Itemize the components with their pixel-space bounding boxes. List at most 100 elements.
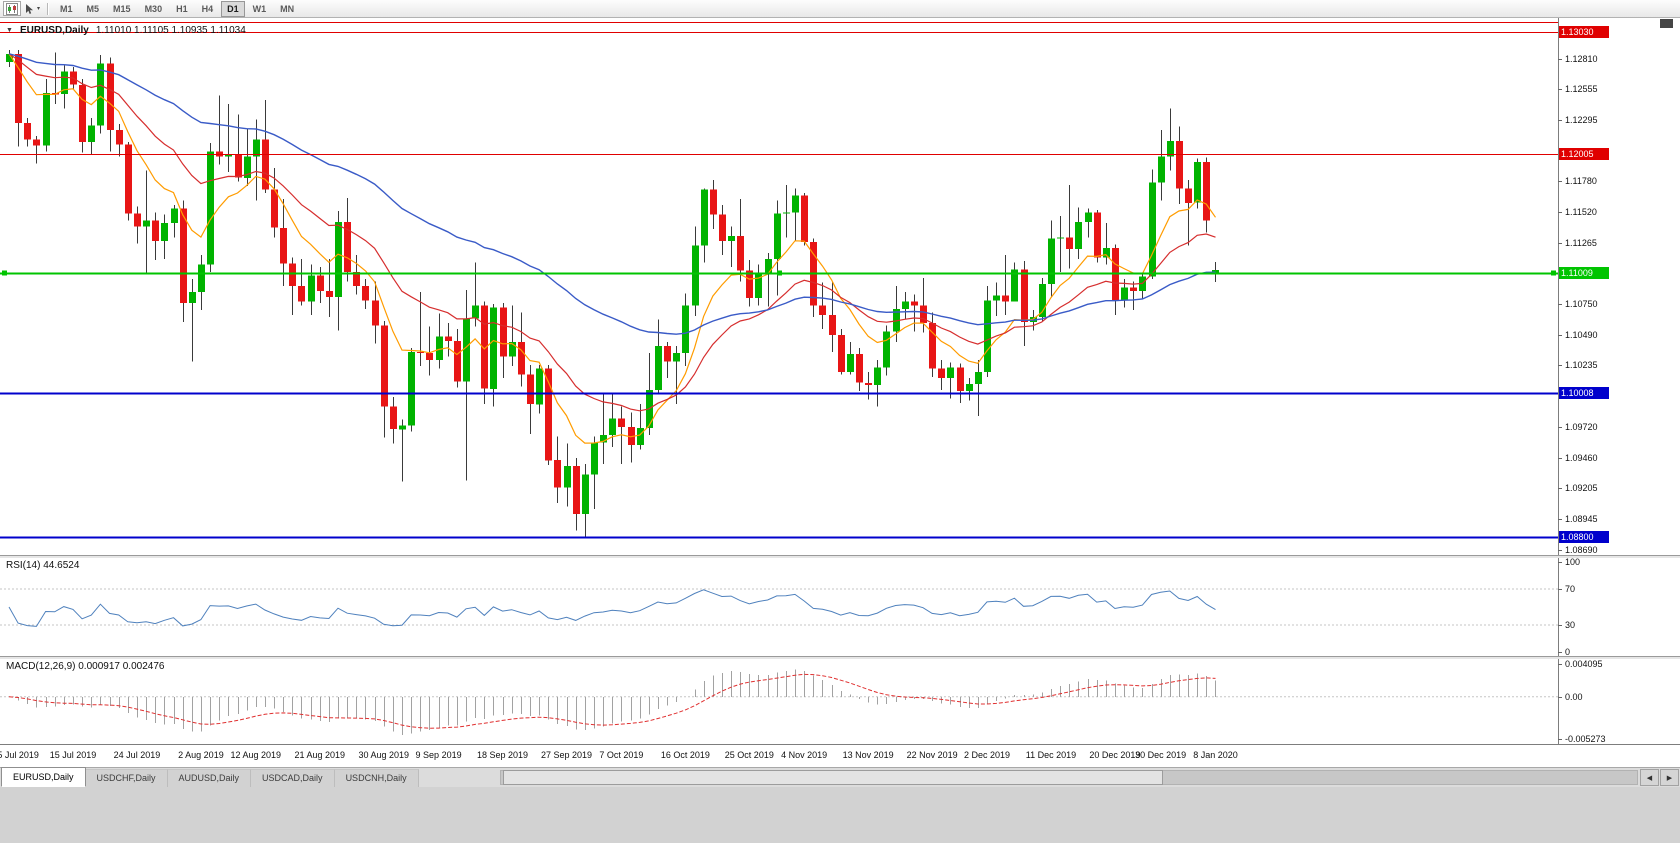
- price-axis-label: 1.09720: [1565, 421, 1598, 432]
- timeframe-button-mn[interactable]: MN: [280, 3, 295, 14]
- scroll-left-icon: ◀: [1646, 774, 1653, 782]
- time-axis[interactable]: 5 Jul 2019 15 Jul 2019 24 Jul 2019 2 Aug 20…: [0, 745, 1680, 767]
- cursor-tool-button[interactable]: ▾: [22, 1, 42, 16]
- price-axis-border: [1558, 18, 1559, 744]
- chart-tab-usdchf[interactable]: USDCHF,Daily: [85, 769, 168, 787]
- chart-tab-usdcnh[interactable]: USDCNH,Daily: [334, 769, 419, 787]
- line-handle: [777, 270, 782, 276]
- chart-tabbar: EURUSD,Daily USDCHF,Daily AUDUSD,Daily USDC…: [0, 767, 1680, 787]
- scroll-right-icon: ▶: [1666, 774, 1673, 782]
- chart-window-icon-button[interactable]: [3, 1, 21, 16]
- timeframe-button-m15[interactable]: M15: [113, 3, 131, 14]
- cursor-icon: [26, 3, 33, 14]
- price-axis-label: 1.10750: [1565, 299, 1598, 310]
- rsi-axis-label: 100: [1565, 557, 1581, 567]
- ma-fast: [8, 53, 1216, 444]
- macd-axis-label: 0.00: [1565, 691, 1583, 702]
- chart-tab-eurusd[interactable]: EURUSD,Daily: [1, 767, 86, 787]
- timeframe-button-h4[interactable]: H4: [201, 3, 214, 14]
- price-axis-label: 1.09205: [1565, 483, 1598, 494]
- candlestick-chart-icon: [6, 2, 18, 15]
- price-badge: 1.13030: [1559, 26, 1609, 39]
- chart-tabs: EURUSD,Daily USDCHF,Daily AUDUSD,Daily USDC…: [1, 767, 419, 787]
- rsi-line: [8, 589, 1216, 627]
- toolbar: ▾ M1 M5 M15 M30 H1 H4 D1 W1 MN: [0, 0, 1680, 18]
- price-badge: 1.12005: [1559, 148, 1609, 161]
- timeframe-button-m1[interactable]: M1: [60, 3, 73, 14]
- rsi-axis-label: 30: [1565, 620, 1576, 630]
- price-axis-label: 1.12295: [1565, 114, 1598, 125]
- rsi-indicator-pane[interactable]: [0, 558, 1558, 656]
- date-axis-label: 7 Oct 2019: [599, 750, 644, 760]
- timeframe-button-m30[interactable]: M30: [144, 3, 163, 14]
- date-axis-label: 21 Aug 2019: [294, 750, 346, 760]
- macd-histogram: [18, 669, 1216, 735]
- date-axis-label: 25 Oct 2019: [724, 750, 774, 760]
- dropdown-arrow-icon: ▾: [37, 6, 41, 12]
- chart-tab-audusd[interactable]: AUDUSD,Daily: [167, 769, 252, 787]
- date-axis-label: 20 Dec 2019: [1089, 750, 1141, 760]
- macd-axis-label: 0.004095: [1565, 659, 1603, 669]
- rsi-axis-label: 70: [1565, 584, 1576, 594]
- price-chart-pane[interactable]: [0, 18, 1558, 555]
- moving-average-lines: [8, 53, 1216, 444]
- line-handle: [2, 270, 7, 276]
- tab-scroll-right-button[interactable]: ▶: [1660, 769, 1679, 786]
- date-axis-label: 2 Aug 2019: [178, 750, 224, 760]
- date-axis-label: 27 Sep 2019: [541, 750, 593, 760]
- date-axis-label: 12 Aug 2019: [230, 750, 282, 760]
- chart-ohlc-header: ▼ EURUSD,Daily 1.11010 1.11105 1.10935 1…: [6, 25, 246, 36]
- axis-corner-marker: [1660, 19, 1673, 28]
- timeframe-button-w1[interactable]: W1: [252, 3, 267, 14]
- macd-signal-line: [8, 673, 1216, 729]
- date-axis-label: 2 Dec 2019: [963, 750, 1010, 760]
- timeframe-buttons-group: M1 M5 M15 M30 H1 H4 D1 W1 MN: [53, 0, 301, 17]
- macd-axis-label: -0.005273: [1565, 734, 1606, 744]
- date-axis-label: 4 Nov 2019: [781, 750, 828, 760]
- date-axis-label: 5 Jul 2019: [0, 750, 39, 760]
- date-axis-label: 18 Sep 2019: [477, 750, 529, 760]
- macd-indicator-pane[interactable]: [0, 659, 1558, 744]
- price-badge: 1.08800: [1559, 530, 1609, 543]
- toolbar-separator: [47, 2, 49, 15]
- price-badge: 1.10008: [1559, 386, 1609, 399]
- timeframe-button-d1[interactable]: D1: [221, 0, 245, 17]
- one-click-trading-toggle[interactable]: ▼: [6, 27, 13, 34]
- price-axis-label: 1.08690: [1565, 544, 1598, 555]
- pane-splitter[interactable]: [0, 656, 1680, 659]
- date-axis-label: 13 Nov 2019: [842, 750, 894, 760]
- tabbar-scrollbar-thumb[interactable]: [503, 770, 1163, 785]
- ma-medium: [8, 53, 1216, 412]
- price-axis-label: 1.11265: [1565, 237, 1597, 248]
- status-area: [0, 787, 1680, 843]
- date-axis-label: 30 Aug 2019: [358, 750, 410, 760]
- chart-symbol-label: EURUSD,Daily: [19, 25, 89, 36]
- date-axis-label: 8 Jan 2020: [1193, 750, 1238, 760]
- time-axis-border: [0, 744, 1680, 745]
- price-axis-label: 1.08945: [1565, 514, 1598, 525]
- ma-slow: [8, 53, 1216, 335]
- line-handle: [1551, 270, 1556, 276]
- date-axis-label: 30 Dec 2019: [1135, 750, 1187, 760]
- chart-ohlc-values: 1.11010 1.11105 1.10935 1.11034: [95, 25, 246, 36]
- price-axis-label: 1.09460: [1565, 452, 1598, 463]
- macd-label: MACD(12,26,9) 0.000917 0.002476: [6, 661, 165, 672]
- candles-layer: [6, 50, 1219, 538]
- price-axis-label: 1.12810: [1565, 53, 1598, 64]
- pane-splitter[interactable]: [0, 555, 1680, 558]
- timeframe-button-h1[interactable]: H1: [176, 3, 188, 14]
- timeframe-button-m5[interactable]: M5: [86, 3, 100, 14]
- price-badge: 1.11009: [1559, 267, 1609, 280]
- date-axis-label: 16 Oct 2019: [660, 750, 710, 760]
- date-axis-label: 15 Jul 2019: [49, 750, 97, 760]
- price-axis-label: 1.12555: [1565, 83, 1598, 94]
- date-axis-label: 11 Dec 2019: [1025, 750, 1077, 760]
- tab-scroll-left-button[interactable]: ◀: [1640, 769, 1659, 786]
- horizontal-lines-layer[interactable]: [0, 22, 1558, 539]
- price-axis-label: 1.10490: [1565, 330, 1598, 341]
- chart-tab-usdcad[interactable]: USDCAD,Daily: [251, 769, 335, 787]
- date-axis-label: 22 Nov 2019: [906, 750, 958, 760]
- date-axis-label: 9 Sep 2019: [415, 750, 462, 760]
- date-axis-label: 24 Jul 2019: [113, 750, 161, 760]
